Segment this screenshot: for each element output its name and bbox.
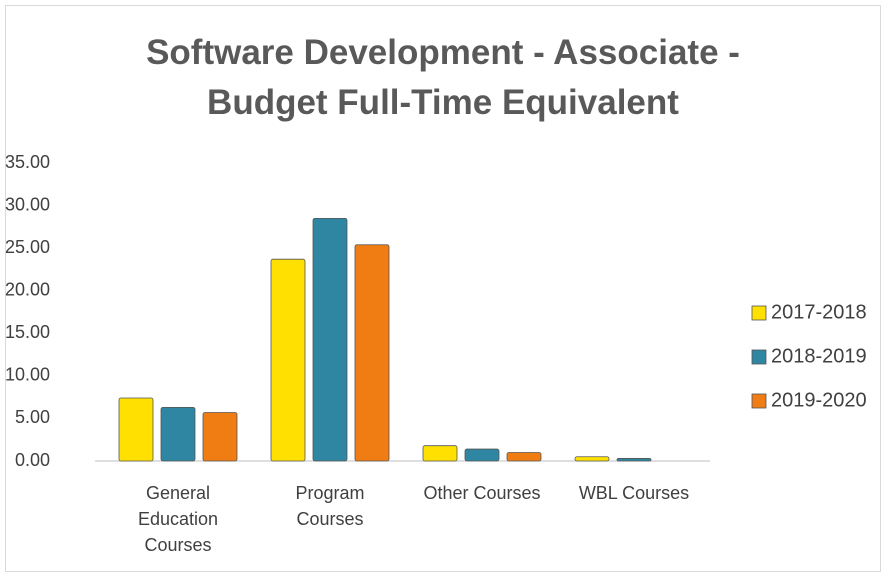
bar bbox=[202, 412, 238, 462]
chart-title: Software Development - Associate - Budge… bbox=[146, 33, 740, 122]
chart-border bbox=[5, 5, 881, 572]
legend-label: 2019-2020 bbox=[771, 389, 867, 411]
legend-swatch bbox=[751, 305, 767, 321]
y-tick-label: 5.00 bbox=[15, 407, 50, 427]
bar bbox=[354, 244, 390, 462]
bar bbox=[464, 448, 500, 462]
legend-swatch bbox=[751, 349, 767, 365]
y-tick-label: 10.00 bbox=[5, 365, 50, 385]
legend-label: 2017-2018 bbox=[771, 301, 867, 323]
bar bbox=[270, 258, 306, 462]
bar bbox=[574, 456, 610, 462]
y-tick-label: 15.00 bbox=[5, 322, 50, 342]
x-tick-label: Other Courses bbox=[423, 483, 541, 503]
bar bbox=[118, 397, 154, 462]
x-tick-label: WBL Courses bbox=[578, 483, 690, 503]
x-tick-label: General Education Courses bbox=[137, 483, 219, 555]
x-tick-label: Program Courses bbox=[295, 483, 365, 529]
y-tick-label: 25.00 bbox=[5, 237, 50, 257]
bar bbox=[506, 452, 542, 462]
y-tick-label: 35.00 bbox=[5, 152, 50, 172]
y-tick-label: 30.00 bbox=[5, 194, 50, 214]
bar bbox=[616, 458, 652, 462]
legend-swatch bbox=[751, 393, 767, 409]
y-tick-label: 20.00 bbox=[5, 279, 50, 299]
y-tick-label: 0.00 bbox=[15, 450, 50, 470]
bar bbox=[422, 445, 458, 462]
bar bbox=[312, 217, 348, 462]
bar bbox=[160, 406, 196, 462]
legend-label: 2018-2019 bbox=[771, 345, 867, 367]
